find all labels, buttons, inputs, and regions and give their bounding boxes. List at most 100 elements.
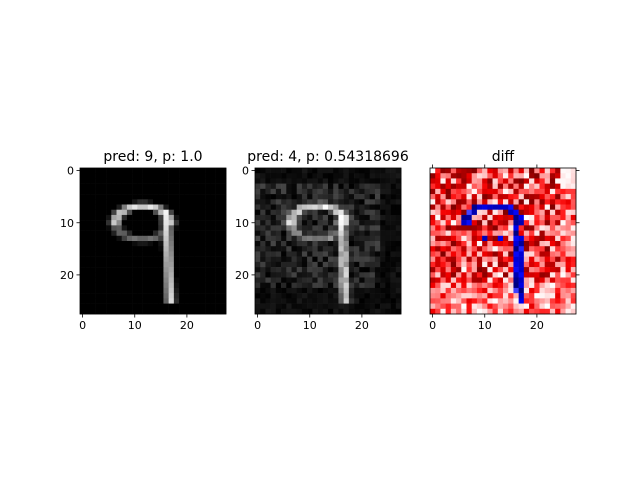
heatmap-cell [493, 199, 499, 205]
heatmap-cell [333, 215, 339, 221]
heatmap-cell [493, 231, 499, 237]
heatmap-cell [255, 236, 261, 242]
heatmap-cell [430, 199, 436, 205]
heatmap-cell [184, 178, 190, 184]
heatmap-cell [487, 272, 493, 278]
heatmap-cell [498, 309, 504, 315]
heatmap-cell [451, 278, 457, 284]
heatmap-cell [286, 231, 292, 237]
heatmap-cell [493, 236, 499, 242]
heatmap-cell [90, 178, 96, 184]
heatmap-cell [446, 199, 452, 205]
heatmap-cell [477, 173, 483, 179]
heatmap-cell [513, 205, 519, 211]
heatmap-cell [96, 309, 102, 315]
heatmap-cell [375, 178, 381, 184]
heatmap-cell [169, 278, 175, 284]
heatmap-cell [163, 225, 169, 231]
heatmap-cell [380, 257, 386, 263]
heatmap-cell [184, 309, 190, 315]
heatmap-cell [493, 168, 499, 174]
heatmap-cell [255, 168, 261, 174]
heatmap-cell [365, 225, 371, 231]
heatmap-cell [137, 257, 143, 263]
heatmap-cell [286, 199, 292, 205]
heatmap-cell [328, 225, 334, 231]
heatmap-cell [349, 205, 355, 211]
heatmap-cell [216, 293, 222, 299]
heatmap-cell [529, 288, 535, 294]
heatmap-cell [560, 278, 566, 284]
heatmap-cell [153, 304, 159, 310]
heatmap-cell [265, 178, 271, 184]
heatmap-cell [328, 293, 334, 299]
x-tick-label: 10 [303, 319, 317, 332]
heatmap-cell [519, 257, 525, 263]
heatmap-cell [216, 272, 222, 278]
heatmap-cell [179, 173, 185, 179]
heatmap-cell [132, 262, 138, 268]
heatmap-cell [365, 251, 371, 257]
heatmap-cell [80, 246, 86, 252]
heatmap-cell [430, 168, 436, 174]
heatmap-cell [271, 236, 277, 242]
heatmap-cell [451, 251, 457, 257]
heatmap-cell [190, 236, 196, 242]
heatmap-cell [148, 205, 154, 211]
heatmap-cell [132, 246, 138, 252]
heatmap-cell [153, 215, 159, 221]
heatmap-cell [255, 251, 261, 257]
heatmap-cell [508, 225, 514, 231]
heatmap-cell [216, 257, 222, 263]
heatmap-cell [430, 225, 436, 231]
heatmap-cell [302, 246, 308, 252]
heatmap-cell [333, 210, 339, 216]
heatmap-cell [190, 309, 196, 315]
heatmap-cell [380, 272, 386, 278]
heatmap-cell [477, 246, 483, 252]
heatmap-cell [333, 298, 339, 304]
heatmap-cell [430, 189, 436, 195]
heatmap-cell [80, 257, 86, 263]
heatmap-cell [435, 278, 441, 284]
heatmap-cell [292, 304, 298, 310]
heatmap-cell [101, 246, 107, 252]
heatmap-cell [260, 272, 266, 278]
heatmap-cell [493, 298, 499, 304]
heatmap-cell [359, 194, 365, 200]
heatmap-cell [477, 225, 483, 231]
heatmap-cell [472, 173, 478, 179]
heatmap-cell [354, 267, 360, 273]
heatmap-cell [117, 241, 123, 247]
heatmap-cell [85, 309, 91, 315]
heatmap-cell [503, 210, 509, 216]
heatmap-cell [354, 246, 360, 252]
heatmap-cell [566, 241, 572, 247]
heatmap-cell [487, 231, 493, 237]
heatmap-cell [101, 215, 107, 221]
heatmap-cell [312, 178, 318, 184]
heatmap-cell [461, 278, 467, 284]
heatmap-cell [221, 257, 227, 263]
heatmap-cell [396, 231, 402, 237]
heatmap-cell [472, 199, 478, 205]
heatmap-cell [560, 251, 566, 257]
heatmap-cell [519, 205, 525, 211]
chart-panel-2: pred: 4, p: 0.543186960 10 2001020 [235, 149, 409, 332]
heatmap-cell [221, 246, 227, 252]
heatmap-cell [461, 283, 467, 289]
heatmap-cell [255, 246, 261, 252]
heatmap-cell [435, 199, 441, 205]
heatmap-cell [221, 205, 227, 211]
heatmap-cell [354, 298, 360, 304]
heatmap-cell [281, 231, 287, 237]
heatmap-cell [265, 309, 271, 315]
heatmap-cell [190, 241, 196, 247]
heatmap-cell [456, 194, 462, 200]
heatmap-cell [163, 272, 169, 278]
heatmap-cell [148, 309, 154, 315]
heatmap-cell [338, 288, 344, 294]
heatmap-cell [210, 231, 216, 237]
heatmap-cell [200, 173, 206, 179]
heatmap-cell [216, 189, 222, 195]
